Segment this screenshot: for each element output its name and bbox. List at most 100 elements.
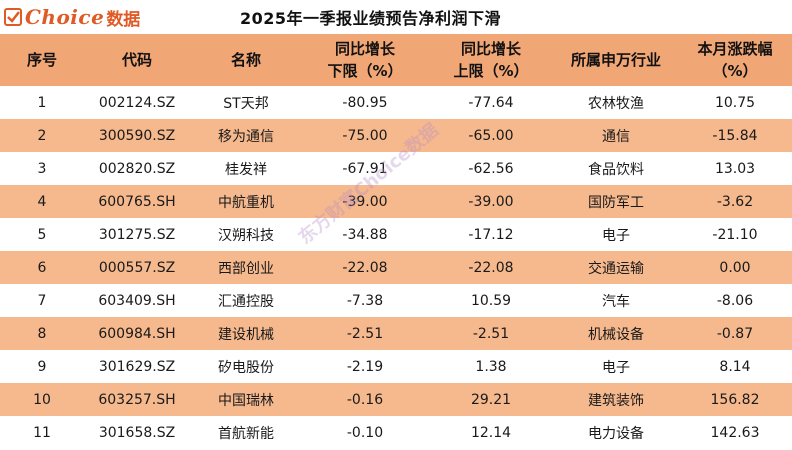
- cell-chg: -0.87: [678, 317, 792, 350]
- col-header-low: 同比增长下限（%）: [302, 34, 428, 86]
- cell-code: 300590.SZ: [84, 119, 190, 152]
- cell-chg: 10.75: [678, 86, 792, 119]
- cell-low: -39.00: [302, 185, 428, 218]
- cell-name: 汇通控股: [190, 284, 302, 317]
- cell-code: 000557.SZ: [84, 251, 190, 284]
- cell-high: -62.56: [428, 152, 554, 185]
- col-header-change: 本月涨跌幅 （%）: [678, 34, 792, 86]
- cell-high: 12.14: [428, 416, 554, 449]
- cell-low: -0.16: [302, 383, 428, 416]
- cell-code: 002124.SZ: [84, 86, 190, 119]
- col-header-high-line1: 同比增长: [460, 40, 521, 58]
- cell-industry: 电子: [554, 218, 678, 251]
- cell-chg: 156.82: [678, 383, 792, 416]
- cell-industry: 国防军工: [554, 185, 678, 218]
- cell-industry: 建筑装饰: [554, 383, 678, 416]
- cell-high: 1.38: [428, 350, 554, 383]
- cell-code: 600984.SH: [84, 317, 190, 350]
- cell-chg: 0.00: [678, 251, 792, 284]
- cell-code: 301658.SZ: [84, 416, 190, 449]
- col-header-name: 名称: [190, 34, 302, 86]
- cell-code: 002820.SZ: [84, 152, 190, 185]
- cell-industry: 汽车: [554, 284, 678, 317]
- cell-name: 桂发祥: [190, 152, 302, 185]
- forecast-table: 序号 代码 名称 同比增长下限（%） 同比增长上限（%） 所属申万行业 本月涨跌…: [0, 34, 792, 449]
- cell-low: -34.88: [302, 218, 428, 251]
- table-row: 10 603257.SH 中国瑞林 -0.16 29.21 建筑装饰 156.82: [0, 383, 792, 416]
- cell-no: 9: [0, 350, 84, 383]
- cell-code: 600765.SH: [84, 185, 190, 218]
- table-row: 3 002820.SZ 桂发祥 -67.91 -62.56 食品饮料 13.03: [0, 152, 792, 185]
- cell-name: 中航重机: [190, 185, 302, 218]
- cell-high: -22.08: [428, 251, 554, 284]
- col-header-change-line1: 本月涨跌幅: [697, 40, 773, 58]
- cell-code: 603409.SH: [84, 284, 190, 317]
- table-header-row: 序号 代码 名称 同比增长下限（%） 同比增长上限（%） 所属申万行业 本月涨跌…: [0, 34, 792, 86]
- cell-no: 3: [0, 152, 84, 185]
- cell-no: 10: [0, 383, 84, 416]
- page-title: 2025年一季报业绩预告净利润下滑: [240, 9, 502, 28]
- cell-name: 西部创业: [190, 251, 302, 284]
- cell-code: 603257.SH: [84, 383, 190, 416]
- col-header-low-line1: 同比增长: [334, 40, 395, 58]
- choice-logo: Choice 数据: [4, 4, 140, 30]
- checkmark-icon: [4, 8, 22, 26]
- cell-no: 11: [0, 416, 84, 449]
- cell-high: 29.21: [428, 383, 554, 416]
- table-row: 5 301275.SZ 汉朔科技 -34.88 -17.12 电子 -21.10: [0, 218, 792, 251]
- cell-chg: -8.06: [678, 284, 792, 317]
- cell-chg: 13.03: [678, 152, 792, 185]
- table-row: 6 000557.SZ 西部创业 -22.08 -22.08 交通运输 0.00: [0, 251, 792, 284]
- cell-chg: -21.10: [678, 218, 792, 251]
- cell-low: -75.00: [302, 119, 428, 152]
- cell-low: -22.08: [302, 251, 428, 284]
- cell-high: -2.51: [428, 317, 554, 350]
- cell-industry: 机械设备: [554, 317, 678, 350]
- cell-name: 首航新能: [190, 416, 302, 449]
- cell-high: -17.12: [428, 218, 554, 251]
- cell-name: 矽电股份: [190, 350, 302, 383]
- cell-name: 中国瑞林: [190, 383, 302, 416]
- cell-high: -77.64: [428, 86, 554, 119]
- cell-industry: 电子: [554, 350, 678, 383]
- cell-no: 8: [0, 317, 84, 350]
- cell-no: 7: [0, 284, 84, 317]
- cell-low: -2.51: [302, 317, 428, 350]
- cell-name: ST天邦: [190, 86, 302, 119]
- col-header-high: 同比增长上限（%）: [428, 34, 554, 86]
- col-header-low-line2: 下限（%）: [327, 62, 403, 80]
- cell-no: 5: [0, 218, 84, 251]
- col-header-industry: 所属申万行业: [554, 34, 678, 86]
- col-header-no: 序号: [0, 34, 84, 86]
- cell-low: -7.38: [302, 284, 428, 317]
- cell-industry: 食品饮料: [554, 152, 678, 185]
- table-row: 11 301658.SZ 首航新能 -0.10 12.14 电力设备 142.63: [0, 416, 792, 449]
- cell-code: 301275.SZ: [84, 218, 190, 251]
- logo-cn: 数据: [106, 9, 141, 30]
- cell-high: -39.00: [428, 185, 554, 218]
- col-header-change-line2: （%）: [712, 62, 758, 80]
- cell-chg: 8.14: [678, 350, 792, 383]
- cell-name: 汉朔科技: [190, 218, 302, 251]
- col-header-code: 代码: [84, 34, 190, 86]
- cell-low: -0.10: [302, 416, 428, 449]
- cell-no: 6: [0, 251, 84, 284]
- col-header-high-line2: 上限（%）: [453, 62, 529, 80]
- cell-low: -67.91: [302, 152, 428, 185]
- cell-no: 1: [0, 86, 84, 119]
- cell-name: 移为通信: [190, 119, 302, 152]
- cell-industry: 电力设备: [554, 416, 678, 449]
- table-row: 7 603409.SH 汇通控股 -7.38 10.59 汽车 -8.06: [0, 284, 792, 317]
- table-row: 4 600765.SH 中航重机 -39.00 -39.00 国防军工 -3.62: [0, 185, 792, 218]
- cell-high: 10.59: [428, 284, 554, 317]
- cell-chg: -15.84: [678, 119, 792, 152]
- table-row: 2 300590.SZ 移为通信 -75.00 -65.00 通信 -15.84: [0, 119, 792, 152]
- cell-low: -80.95: [302, 86, 428, 119]
- cell-name: 建设机械: [190, 317, 302, 350]
- cell-no: 4: [0, 185, 84, 218]
- table-row: 8 600984.SH 建设机械 -2.51 -2.51 机械设备 -0.87: [0, 317, 792, 350]
- header: Choice 数据 2025年一季报业绩预告净利润下滑: [0, 0, 792, 34]
- cell-low: -2.19: [302, 350, 428, 383]
- cell-high: -65.00: [428, 119, 554, 152]
- logo-text: Choice: [25, 5, 105, 29]
